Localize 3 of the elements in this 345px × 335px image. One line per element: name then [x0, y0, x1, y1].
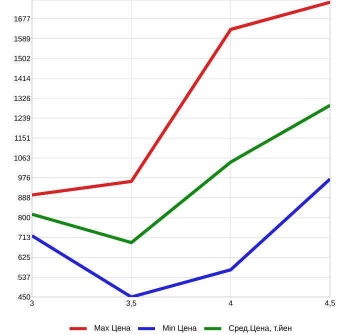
line-series: [32, 178, 330, 297]
line-series: [32, 104, 330, 244]
line-series: [32, 0, 330, 197]
